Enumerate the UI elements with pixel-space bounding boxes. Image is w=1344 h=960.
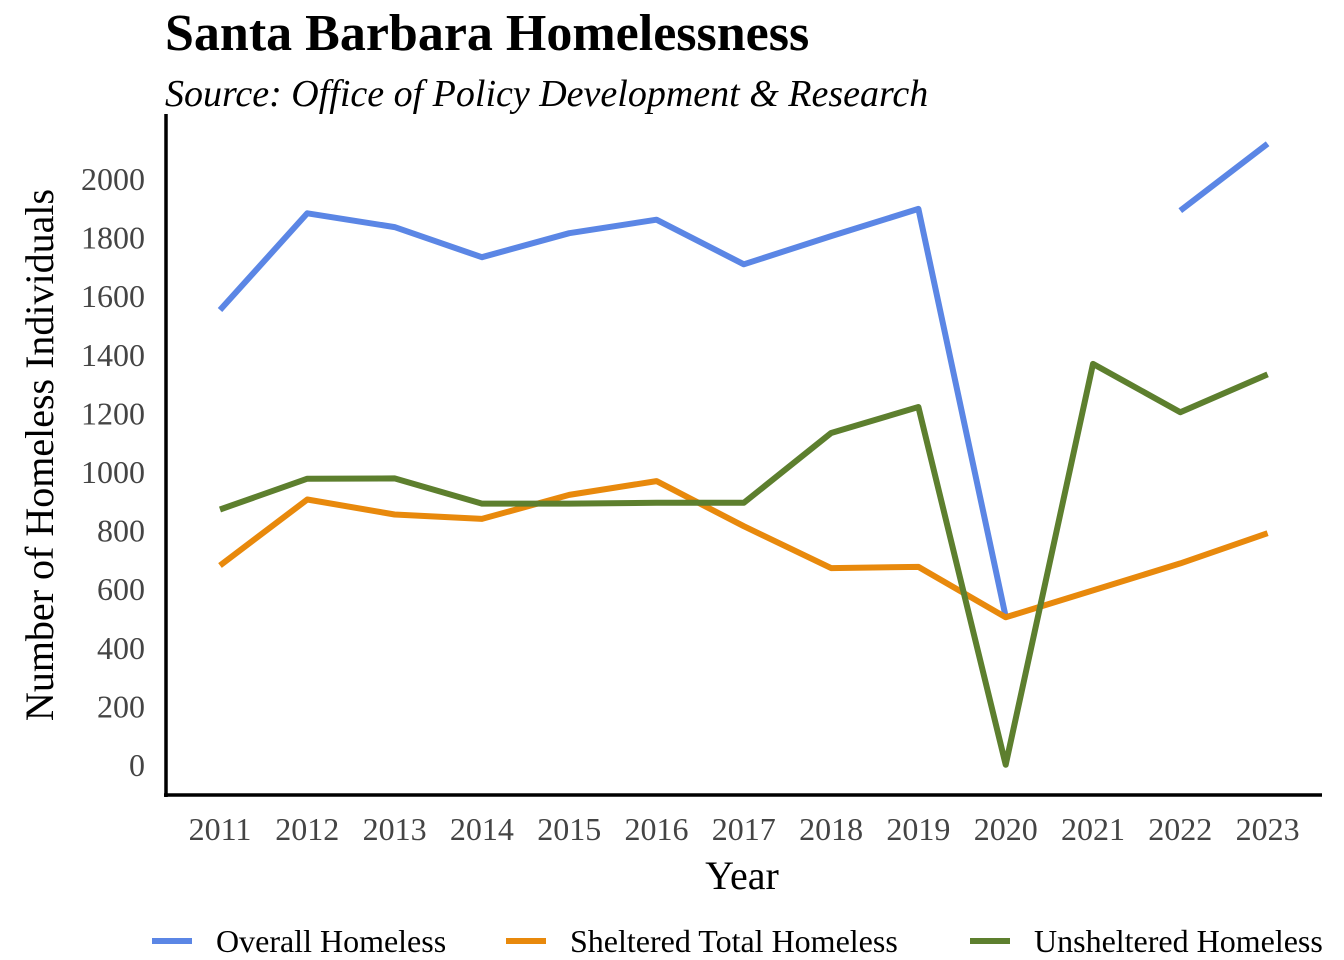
x-axis-ticks: 2011 2012 2013 2014 2015 2016 2017 2018 2019 2020… — [189, 811, 1300, 847]
x-tick-label: 2021 — [1061, 811, 1125, 847]
chart-title: Santa Barbara Homelessness — [165, 5, 809, 62]
y-tick-label: 1800 — [81, 220, 145, 256]
series-lines — [217, 141, 1270, 768]
x-tick-label: 2017 — [712, 811, 776, 847]
chart-subtitle: Source: Office of Policy Development & R… — [165, 73, 928, 115]
y-tick-label: 0 — [129, 747, 145, 783]
x-axis-title: Year — [705, 853, 779, 898]
y-tick-label: 1000 — [81, 454, 145, 490]
legend-label: Sheltered Total Homeless — [570, 923, 898, 959]
y-tick-label: 1400 — [81, 337, 145, 373]
series-line-1 — [217, 141, 1270, 618]
y-tick-label: 1200 — [81, 395, 145, 431]
y-tick-label: 800 — [97, 513, 145, 549]
x-tick-label: 2015 — [537, 811, 601, 847]
x-tick-label: 2018 — [799, 811, 863, 847]
series-line-2 — [218, 478, 1269, 621]
legend: Overall Homeless Sheltered Total Homeless… — [152, 923, 1323, 959]
y-tick-label: 600 — [97, 571, 145, 607]
y-tick-label: 200 — [97, 688, 145, 724]
series-line-3 — [219, 360, 1269, 768]
x-tick-label: 2020 — [974, 811, 1038, 847]
x-tick-label: 2012 — [275, 811, 339, 847]
x-tick-label: 2011 — [189, 811, 252, 847]
y-axis-ticks: 0 200 400 600 800 1000 1200 1400 1600 1800 2000 — [81, 161, 145, 783]
legend-label: Unsheltered Homeless — [1034, 923, 1323, 959]
x-tick-label: 2016 — [625, 811, 689, 847]
x-tick-label: 2014 — [450, 811, 514, 847]
y-tick-label: 400 — [97, 630, 145, 666]
x-tick-label: 2022 — [1148, 811, 1212, 847]
x-tick-label: 2023 — [1236, 811, 1300, 847]
y-tick-label: 2000 — [81, 161, 145, 197]
legend-label: Overall Homeless — [216, 923, 446, 959]
y-tick-label: 1600 — [81, 278, 145, 314]
x-tick-label: 2013 — [363, 811, 427, 847]
x-tick-label: 2019 — [886, 811, 950, 847]
y-axis-title: Number of Homeless Individuals — [17, 189, 62, 721]
